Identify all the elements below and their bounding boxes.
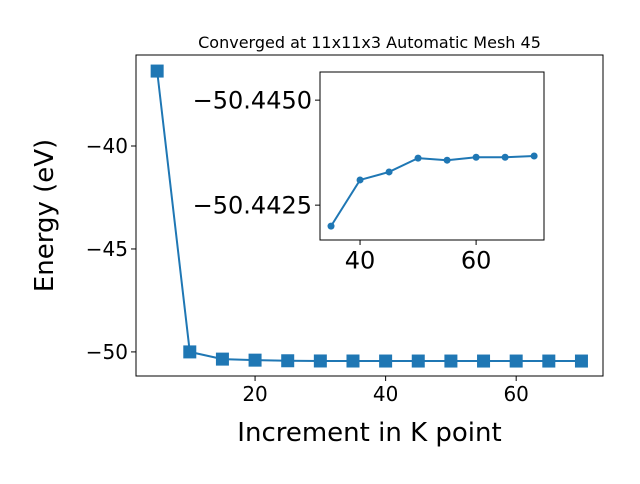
marker — [150, 64, 164, 78]
marker — [443, 156, 451, 164]
marker — [183, 345, 197, 359]
chart-title: Converged at 11x11x3 Automatic Mesh 45 — [198, 33, 541, 52]
x-tick-label: 20 — [242, 382, 267, 406]
marker — [542, 354, 556, 368]
y-tick-label: −45 — [86, 237, 128, 261]
marker — [281, 354, 295, 368]
x-tick-label: 40 — [345, 246, 376, 274]
marker — [411, 354, 425, 368]
marker — [313, 354, 327, 368]
y-axis-label: Energy (eV) — [30, 139, 60, 292]
marker — [574, 354, 588, 368]
x-tick-label: 60 — [503, 382, 528, 406]
y-tick-label: −50 — [86, 340, 128, 364]
marker — [356, 176, 364, 184]
y-tick-label: −40 — [86, 134, 128, 158]
marker — [472, 153, 480, 161]
marker — [444, 354, 458, 368]
marker — [414, 154, 422, 162]
series-line — [330, 155, 535, 227]
marker — [501, 153, 509, 161]
marker — [509, 354, 523, 368]
y-tick-label: −50.4450 — [193, 87, 312, 115]
marker — [379, 354, 393, 368]
marker — [346, 354, 360, 368]
x-axis-label: Increment in K point — [237, 418, 501, 448]
marker — [477, 354, 491, 368]
y-tick-label: −50.4425 — [193, 192, 312, 220]
marker — [248, 353, 262, 367]
x-tick-label: 60 — [461, 246, 492, 274]
marker — [530, 152, 538, 160]
marker — [385, 168, 393, 176]
plot-area — [319, 71, 545, 241]
x-tick-label: 40 — [373, 382, 398, 406]
marker — [215, 352, 229, 366]
marker — [327, 222, 335, 230]
